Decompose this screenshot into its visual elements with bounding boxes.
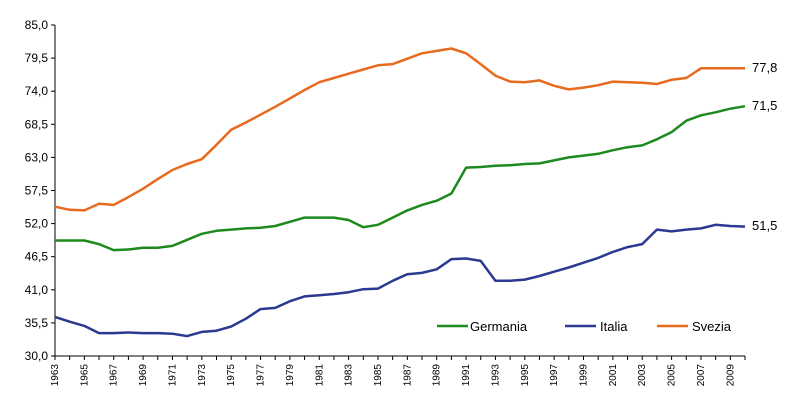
y-tick-label: 35,5 bbox=[25, 316, 49, 330]
x-tick-label: 1989 bbox=[432, 364, 443, 387]
y-tick-label: 46,5 bbox=[25, 250, 49, 264]
x-tick-label: 1963 bbox=[50, 364, 61, 387]
x-tick-label: 1999 bbox=[579, 364, 590, 387]
legend-label-germania: Germania bbox=[470, 319, 528, 334]
x-tick-label: 1983 bbox=[344, 364, 355, 387]
chart-axes bbox=[54, 25, 745, 357]
legend-label-svezia: Svezia bbox=[692, 319, 732, 334]
x-tick-label: 2005 bbox=[667, 364, 678, 387]
x-tick-label: 1971 bbox=[167, 364, 178, 387]
x-axis-ticks: 1963 1965 1967 1969 1971 1973 1975 1977 1979 1981… bbox=[50, 356, 746, 387]
y-tick-label: 85,0 bbox=[25, 18, 49, 32]
series-line-germania bbox=[55, 104, 746, 252]
y-tick-label: 74,0 bbox=[25, 84, 49, 98]
x-tick-label: 1979 bbox=[285, 364, 296, 387]
x-tick-label: 1973 bbox=[197, 364, 208, 387]
x-tick-label: 1975 bbox=[226, 364, 237, 387]
end-label-svezia: 77,8 bbox=[752, 60, 777, 75]
x-tick-label: 1969 bbox=[138, 364, 149, 387]
x-tick-label: 1997 bbox=[549, 364, 560, 387]
y-tick-label: 79,5 bbox=[25, 51, 49, 65]
y-tick-label: 68,5 bbox=[25, 117, 49, 131]
x-tick-label: 1985 bbox=[373, 364, 384, 387]
x-tick-label: 1993 bbox=[490, 364, 501, 387]
legend-label-italia: Italia bbox=[600, 319, 628, 334]
end-label-italia: 51,5 bbox=[752, 218, 777, 233]
x-tick-label: 1995 bbox=[520, 364, 531, 387]
x-tick-label: 1987 bbox=[402, 364, 413, 387]
legend: Germania Italia Svezia bbox=[437, 319, 732, 334]
y-tick-label: 52,0 bbox=[25, 217, 49, 231]
y-tick-label: 41,0 bbox=[25, 283, 49, 297]
y-tick-label: 63,0 bbox=[25, 150, 49, 164]
x-tick-label: 2003 bbox=[637, 364, 648, 387]
series-lines bbox=[54, 47, 746, 338]
x-tick-label: 1967 bbox=[109, 364, 120, 387]
x-tick-label: 2001 bbox=[608, 364, 619, 387]
x-tick-label: 2009 bbox=[725, 364, 736, 387]
y-tick-label: 57,5 bbox=[25, 184, 49, 198]
y-axis-ticks: 85,0 79,5 74,0 68,5 63,0 57,5 52,0 46,5 41,0 35,5… bbox=[25, 18, 55, 363]
y-tick-label: 30,0 bbox=[25, 349, 49, 363]
series-line-italia bbox=[54, 223, 746, 338]
x-tick-label: 1991 bbox=[461, 364, 472, 387]
series-line-svezia bbox=[54, 47, 745, 212]
x-tick-label: 2007 bbox=[696, 364, 707, 387]
end-label-germania: 71,5 bbox=[752, 98, 777, 113]
x-tick-label: 1965 bbox=[79, 364, 90, 387]
x-tick-label: 1981 bbox=[314, 364, 325, 387]
x-tick-label: 1977 bbox=[256, 364, 267, 387]
